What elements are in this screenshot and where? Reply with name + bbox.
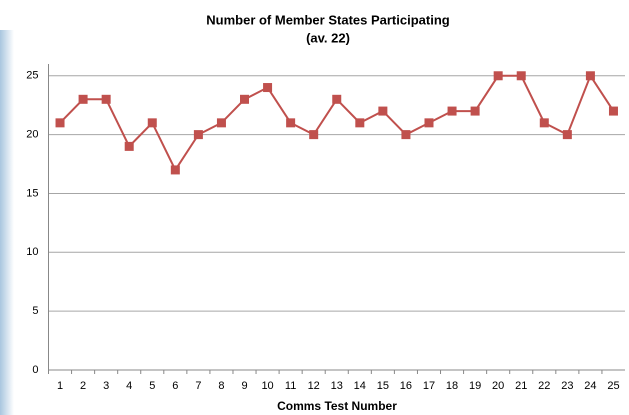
y-tick-label: 5 — [32, 305, 38, 317]
x-tick-label: 19 — [469, 380, 481, 392]
marker — [494, 71, 503, 80]
marker — [401, 130, 410, 139]
x-tick-label: 2 — [80, 380, 86, 392]
x-tick-label: 4 — [126, 380, 132, 392]
marker — [102, 95, 111, 104]
x-tick-label: 10 — [261, 380, 273, 392]
x-tick-label: 11 — [285, 380, 296, 392]
y-tick-label: 25 — [26, 70, 38, 82]
marker — [471, 107, 480, 116]
marker — [540, 118, 549, 127]
marker — [171, 165, 180, 174]
marker — [240, 95, 249, 104]
marker — [517, 71, 526, 80]
marker — [79, 95, 88, 104]
y-tick-label: 10 — [26, 246, 38, 258]
x-tick-label: 24 — [584, 380, 596, 392]
marker — [148, 118, 157, 127]
x-tick-label: 17 — [423, 380, 435, 392]
marker — [378, 107, 387, 116]
x-tick-label: 22 — [538, 380, 550, 392]
x-tick-label: 1 — [57, 380, 63, 392]
x-tick-label: 5 — [149, 380, 155, 392]
marker — [355, 118, 364, 127]
marker — [309, 130, 318, 139]
marker — [125, 142, 134, 151]
x-axis-title: Comms Test Number — [277, 399, 397, 413]
marker — [56, 118, 65, 127]
marker — [217, 118, 226, 127]
marker — [563, 130, 572, 139]
x-tick-label: 14 — [354, 380, 366, 392]
x-tick-label: 12 — [308, 380, 320, 392]
marker — [263, 83, 272, 92]
x-tick-label: 16 — [400, 380, 412, 392]
x-tick-label: 15 — [377, 380, 389, 392]
marker — [609, 107, 618, 116]
x-tick-label: 9 — [241, 380, 247, 392]
marker — [448, 107, 457, 116]
decoration — [0, 30, 14, 415]
y-tick-label: 20 — [26, 129, 38, 141]
marker — [286, 118, 295, 127]
x-tick-label: 25 — [607, 380, 619, 392]
x-tick-label: 8 — [218, 380, 224, 392]
x-tick-label: 23 — [561, 380, 573, 392]
x-tick-label: 18 — [446, 380, 458, 392]
y-tick-label: 15 — [26, 187, 38, 199]
marker — [194, 130, 203, 139]
x-tick-label: 13 — [331, 380, 343, 392]
x-tick-label: 20 — [492, 380, 504, 392]
chart: Number of Member States Participating (a… — [0, 0, 629, 415]
x-tick-label: 6 — [172, 380, 178, 392]
chart-title: Number of Member States Participating — [206, 12, 449, 27]
marker — [332, 95, 341, 104]
chart-subtitle: (av. 22) — [306, 30, 350, 45]
x-tick-label: 7 — [195, 380, 201, 392]
y-tick-label: 0 — [32, 364, 38, 376]
x-tick-label: 3 — [103, 380, 109, 392]
series-line — [60, 76, 613, 170]
marker — [424, 118, 433, 127]
x-tick-label: 21 — [515, 380, 527, 392]
marker — [586, 71, 595, 80]
